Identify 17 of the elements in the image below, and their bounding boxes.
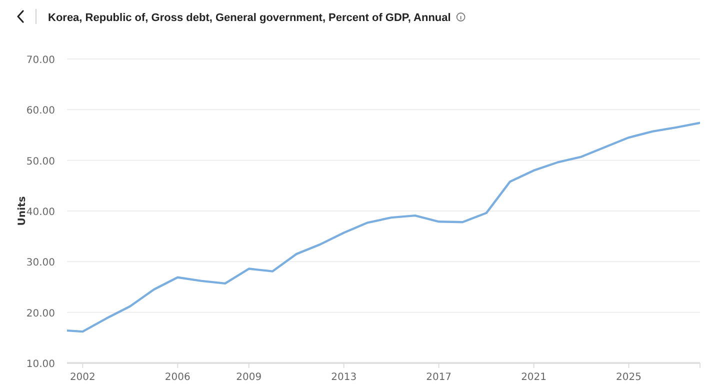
line-series — [67, 122, 700, 333]
x-tick-label: 2002 — [70, 372, 96, 383]
y-tick-label: 70.00 — [26, 55, 55, 66]
x-tick-label: 2017 — [426, 372, 452, 383]
y-axis-title: Units — [17, 196, 28, 226]
y-tick-label: 60.00 — [26, 106, 55, 117]
y-tick-label: 30.00 — [26, 258, 55, 269]
x-tick-label: 2021 — [521, 372, 547, 383]
x-tick-label: 2009 — [236, 372, 262, 383]
x-tick-label: 2013 — [331, 372, 357, 383]
x-tick-label: 2006 — [164, 372, 190, 383]
chart-title: Korea, Republic of, Gross debt, General government, Percent of GDP, Annual — [48, 12, 451, 24]
x-tick-label: 2025 — [616, 372, 642, 383]
y-tick-label: 40.00 — [26, 207, 55, 218]
y-tick-label: 20.00 — [26, 308, 55, 320]
y-tick-label: 50.00 — [26, 156, 55, 168]
y-tick-label: 10.00 — [26, 359, 55, 370]
